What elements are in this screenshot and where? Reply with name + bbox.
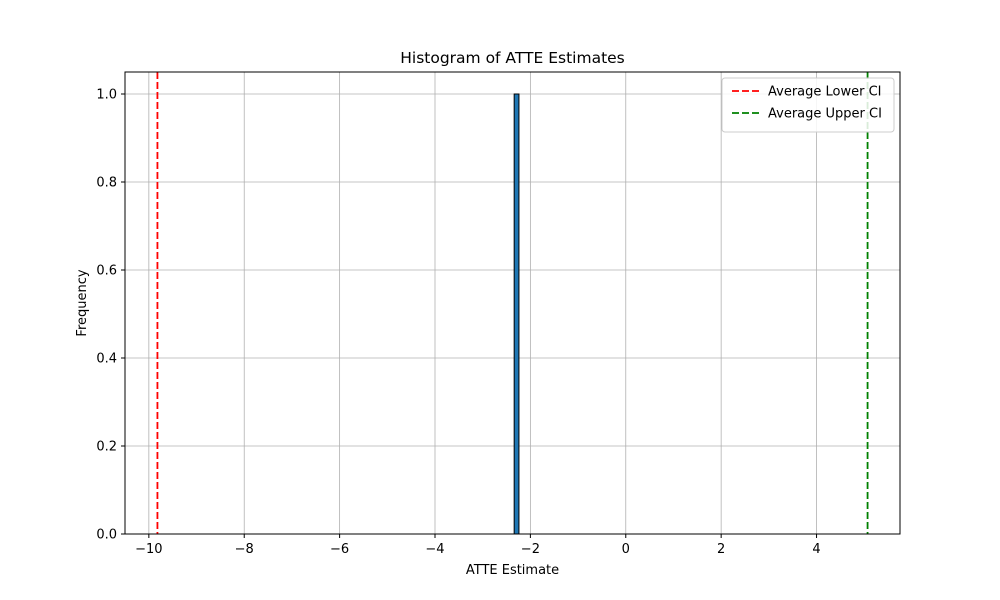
legend: Average Lower CI Average Upper CI [721,77,895,133]
y-tick-label: 1.0 [96,88,117,103]
plot-frame [124,71,901,535]
x-tick-label: −4 [425,542,444,557]
chart-title: Histogram of ATTE Estimates [400,49,625,67]
x-tick-label: −6 [330,542,349,557]
bars [513,93,520,535]
x-tick-label: −10 [135,542,162,557]
x-axis-label: ATTE Estimate [466,563,559,578]
histogram-bar [513,93,520,535]
y-tick-label: 0.4 [96,352,117,367]
y-tick-label: 0.2 [96,440,117,455]
x-tick-label: −2 [521,542,540,557]
x-tick-label: −8 [235,542,254,557]
x-tick-label: 4 [812,542,820,557]
y-tick-label: 0.8 [96,176,117,191]
legend-entry: Average Upper CI [768,107,882,122]
y-axis-label: Frequency [75,269,90,336]
y-tick-label: 0.0 [96,528,117,543]
legend-box [721,77,895,133]
legend-entry: Average Lower CI [768,85,882,100]
ticks: −10 −8 −6 −4 −2 0 2 4 0.0 0.2 0.4 0.6 0.8 1.0 [96,88,820,558]
x-tick-label: 2 [717,542,725,557]
x-tick-label: 0 [622,542,630,557]
y-tick-label: 0.6 [96,264,117,279]
reference-lines [156,72,869,534]
